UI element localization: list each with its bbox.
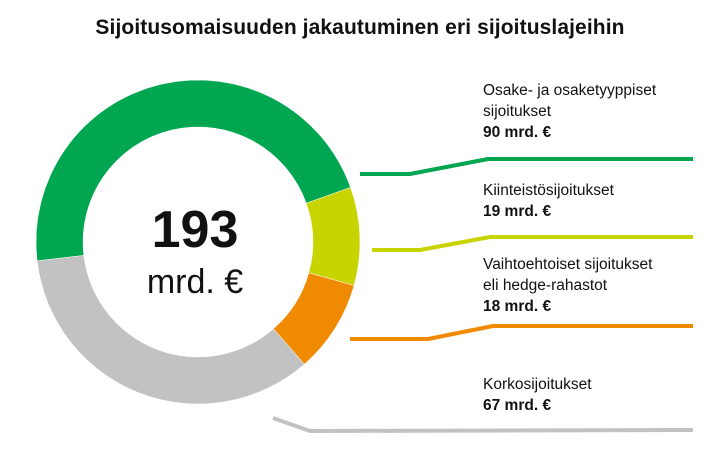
leader-line-equity: [360, 157, 693, 176]
slice-fixed-income: [36, 255, 305, 405]
leader-line-real-estate: [372, 235, 693, 252]
chart-title: Sijoitusomaisuuden jakautuminen eri sijo…: [95, 16, 625, 39]
legend-item-fixed-income: Korkosijoitukset 67 mrd. €: [483, 374, 713, 416]
donut-slices: [35, 79, 361, 405]
center-total-value: 193: [151, 201, 239, 259]
legend-item-hedge-funds: Vaihtoehtoiset sijoitukset eli hedge-rah…: [483, 254, 713, 317]
legend-label: Osake- ja osaketyyppiset: [483, 82, 657, 99]
legend-label: sijoitukset: [483, 103, 552, 120]
leader-line-hedge-funds: [350, 324, 693, 341]
legend-label: eli hedge-rahastot: [483, 277, 608, 294]
legend-item-real-estate: Kiinteistösijoitukset 19 mrd. €: [483, 180, 713, 222]
legend-value: 67 mrd. €: [483, 397, 552, 414]
leader-lines: [272, 157, 694, 433]
legend-label: Korkosijoitukset: [483, 376, 592, 393]
legend-item-equity: Osake- ja osaketyyppiset sijoitukset 90 …: [483, 80, 713, 143]
legend-value: 19 mrd. €: [483, 203, 552, 220]
slice-equity: [35, 79, 351, 262]
legend-value: 18 mrd. €: [483, 298, 552, 315]
slice-real-estate: [305, 187, 361, 286]
legend-label: Kiinteistösijoitukset: [483, 182, 614, 199]
center-total-unit: mrd. €: [146, 263, 244, 301]
legend-label: Vaihtoehtoiset sijoitukset: [483, 256, 653, 273]
legend-value: 90 mrd. €: [483, 124, 552, 141]
leader-line-fixed-income: [272, 416, 694, 433]
